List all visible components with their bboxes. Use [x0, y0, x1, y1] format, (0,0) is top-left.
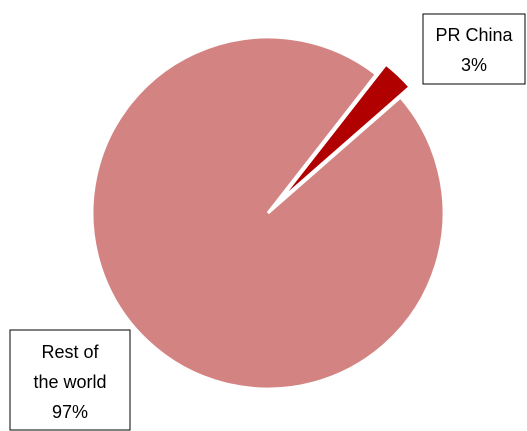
- label-pr-china-name: PR China: [435, 25, 513, 45]
- label-rest-of-world: Rest of the world 97%: [9, 329, 131, 431]
- pie-slice-pr-china: [276, 62, 413, 204]
- label-box-rest-of-world: [9, 329, 131, 431]
- label-rest-of-world-line-1: Rest of: [41, 342, 99, 362]
- pie-slice-rest-of-the-world: [90, 35, 446, 391]
- label-rest-of-world-line-2: the world: [33, 372, 106, 392]
- label-rest-of-world-value: 97%: [52, 402, 88, 422]
- pie-slices: [90, 35, 446, 391]
- label-pr-china-value: 3%: [461, 55, 487, 75]
- label-box-pr-china: [422, 13, 526, 85]
- label-pr-china: PR China 3%: [422, 13, 526, 85]
